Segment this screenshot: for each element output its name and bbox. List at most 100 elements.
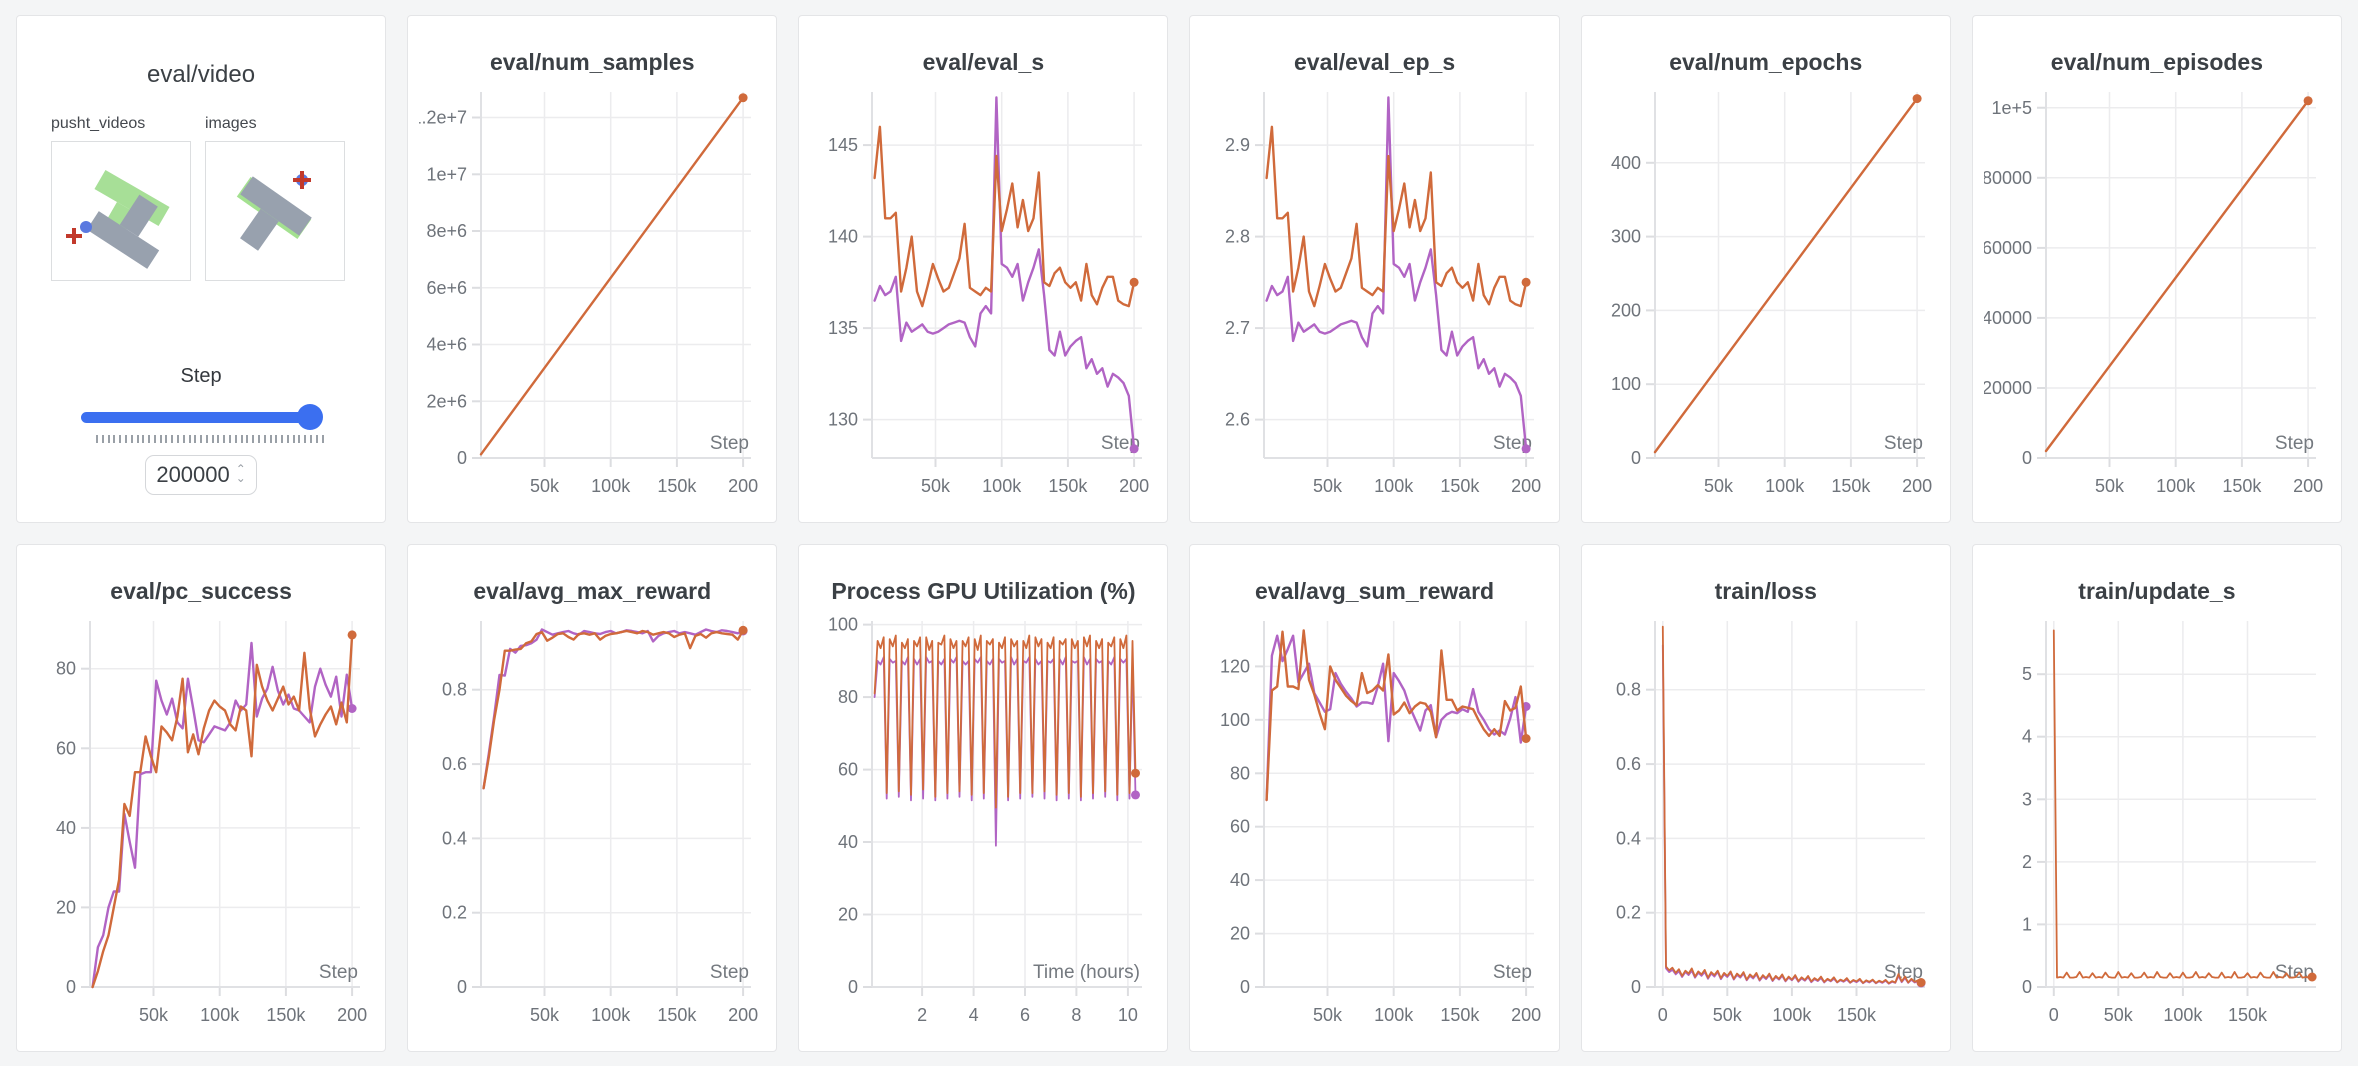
svg-text:100: 100 [828,615,858,635]
svg-text:0: 0 [1240,977,1250,997]
chart-panel-eval-num-epochs[interactable]: eval/num_epochs 50k 100k 150k 200 0 100 200 300… [1580,15,1951,523]
svg-text:120: 120 [1220,656,1250,676]
chart-title: eval/avg_sum_reward [1255,578,1495,604]
stepper-down-icon[interactable]: ⌄ [235,471,246,485]
svg-text:100k: 100k [1765,476,1805,496]
chart-canvas[interactable]: 50k 100k 150k 200 0 20000 40000 60000 80000 1e+5 S… [1984,78,2330,518]
svg-text:0.2: 0.2 [442,903,467,923]
svg-text:2.7: 2.7 [1225,318,1250,338]
svg-text:60000: 60000 [1984,238,2032,258]
svg-text:100k: 100k [200,1005,240,1025]
svg-text:Time (hours): Time (hours) [1033,962,1140,983]
svg-text:40000: 40000 [1984,308,2032,328]
slider-thumb[interactable] [297,404,324,430]
chart-panel-eval-avg-max-reward[interactable]: eval/avg_max_reward 50k 100k 150k 200 0 0.2 0.… [407,544,778,1052]
svg-text:130: 130 [828,410,858,430]
svg-text:50k: 50k [1313,476,1343,496]
chart-title: eval/num_samples [489,49,695,75]
svg-text:2: 2 [2022,852,2032,872]
pusht-scene-image [66,169,170,269]
chart-canvas[interactable]: 50k 100k 150k 200 0 20 40 60 80 100 120 Step [1202,607,1548,1047]
svg-text:6: 6 [1020,1005,1030,1025]
chart-title: eval/num_episodes [2050,49,2263,75]
chart-panel-train-loss[interactable]: train/loss 0 50k 100k 150k 0 0.2 0.4 0.6 0.8 Step [1580,544,1951,1052]
svg-text:0: 0 [1631,977,1641,997]
step-slider-label: Step [180,365,222,387]
svg-text:50k: 50k [2095,476,2125,496]
svg-text:50k: 50k [530,476,560,496]
chart-panel-train-update-s[interactable]: train/update_s 0 50k 100k 150k 0 1 2 3 4 5 Step [1971,544,2342,1052]
svg-text:100k: 100k [591,476,631,496]
chart-canvas[interactable]: 0 50k 100k 150k 0 1 2 3 4 5 Step [1984,607,2330,1047]
chart-title: train/loss [1714,578,1817,604]
chart-title: eval/eval_ep_s [1294,49,1456,75]
svg-text:100k: 100k [1772,1005,1812,1025]
chart-title: Process GPU Utilization (%) [831,578,1136,604]
svg-text:1e+5: 1e+5 [1991,98,2032,118]
svg-text:0: 0 [457,977,467,997]
chart-canvas[interactable]: 50k 100k 150k 200 0 2e+6 4e+6 6e+6 8e+6 1e+7 1.2e+… [419,78,765,518]
svg-text:200: 200 [1511,1005,1541,1025]
svg-text:50k: 50k [139,1005,169,1025]
svg-text:2: 2 [917,1005,927,1025]
svg-text:0.8: 0.8 [1616,680,1641,700]
step-value[interactable]: 200000 [156,462,230,487]
svg-text:50k: 50k [530,1005,560,1025]
chart-panel-eval-eval-ep-s[interactable]: eval/eval_ep_s 50k 100k 150k 200 2.6 2.7 2.8 2.… [1189,15,1560,523]
svg-text:400: 400 [1611,153,1641,173]
svg-text:0.2: 0.2 [1616,903,1641,923]
chart-canvas[interactable]: 0 50k 100k 150k 0 0.2 0.4 0.6 0.8 Step [1593,607,1939,1047]
svg-text:80: 80 [56,659,76,679]
svg-text:145: 145 [828,135,858,155]
svg-text:Step: Step [1884,962,1923,983]
svg-text:200: 200 [1902,476,1932,496]
chart-panel-eval-eval-s[interactable]: eval/eval_s 50k 100k 150k 200 130 135 140 145 St… [798,15,1169,523]
chart-canvas[interactable]: 50k 100k 150k 200 0 100 200 300 400 Step [1593,78,1939,518]
svg-text:10: 10 [1118,1005,1138,1025]
svg-text:150k: 150k [1049,476,1089,496]
stepper-up-icon[interactable]: ⌃ [235,462,246,476]
svg-text:200: 200 [337,1005,367,1025]
svg-text:0.6: 0.6 [442,754,467,774]
svg-text:0: 0 [1631,448,1641,468]
svg-text:100k: 100k [591,1005,631,1025]
chart-panel-eval-num-episodes[interactable]: eval/num_episodes 50k 100k 150k 200 0 20000 40… [1971,15,2342,523]
svg-text:40: 40 [56,818,76,838]
step-number-input[interactable]: 200000 ⌃ ⌄ [145,455,258,495]
svg-text:150k: 150k [266,1005,306,1025]
images-thumbnail[interactable] [205,141,345,281]
svg-text:1e+7: 1e+7 [427,164,468,184]
chart-panel-eval-num-samples[interactable]: eval/num_samples 50k 100k 150k 200 0 2e+6 4e+6… [407,15,778,523]
agent-dot-icon [80,221,92,233]
svg-text:Step: Step [2275,962,2314,983]
video-thumbs-row: pusht_videos [17,115,385,281]
pusht-video-thumbnail[interactable] [51,141,191,281]
svg-text:0: 0 [848,977,858,997]
video-panel: eval/video pusht_videos [16,15,387,523]
svg-text:150k: 150k [1440,476,1480,496]
svg-text:40: 40 [1230,870,1250,890]
chart-panel-process-gpu-utilization[interactable]: Process GPU Utilization (%) 2 4 6 8 10 0 20 40 6… [798,544,1169,1052]
chart-canvas[interactable]: 50k 100k 150k 200 0 20 40 60 80 Step [28,607,374,1047]
svg-text:0.8: 0.8 [442,680,467,700]
svg-text:100k: 100k [2156,476,2196,496]
svg-text:50k: 50k [921,476,951,496]
step-slider[interactable] [81,404,324,430]
number-stepper[interactable]: ⌃ ⌄ [235,462,246,485]
svg-text:2e+6: 2e+6 [427,391,468,411]
svg-text:140: 140 [828,227,858,247]
slider-track[interactable] [81,412,322,423]
svg-text:60: 60 [56,738,76,758]
chart-panel-eval-avg-sum-reward[interactable]: eval/avg_sum_reward 50k 100k 150k 200 0 20 40 6… [1189,544,1560,1052]
thumb-label-pusht-videos: pusht_videos [51,115,146,132]
svg-text:0.6: 0.6 [1616,754,1641,774]
chart-canvas[interactable]: 50k 100k 150k 200 0 0.2 0.4 0.6 0.8 Step [419,607,765,1047]
svg-text:8e+6: 8e+6 [427,221,468,241]
svg-text:200: 200 [1119,476,1149,496]
chart-panel-eval-pc-success[interactable]: eval/pc_success 50k 100k 150k 200 0 20 40 60 80 S… [16,544,387,1052]
svg-text:Step: Step [2275,433,2314,454]
